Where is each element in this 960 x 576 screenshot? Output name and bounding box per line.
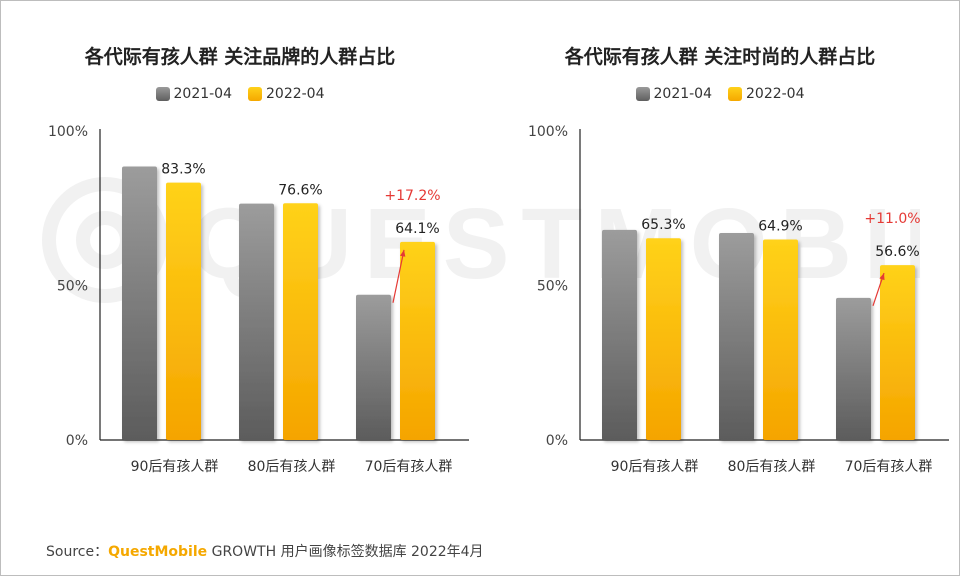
legend-item-2022: 2022-04 <box>248 86 325 102</box>
change-arrow <box>392 249 405 303</box>
legend-swatch-2021 <box>635 87 650 101</box>
brand-attention-chart: 各代际有孩人群 关注品牌的人群占比 2021-04 2022-04 100% 50… <box>0 0 480 520</box>
y-tick-label: 50% <box>57 279 88 295</box>
data-label: 56.6% <box>875 244 919 260</box>
y-tick-label: 0% <box>66 433 88 449</box>
source-brand: QuestMobile <box>108 544 208 560</box>
chart-legend: 2021-04 2022-04 <box>480 86 960 102</box>
plot-area: 100% 50% 0% 65.3% 90后有孩人群 64.9% 80后有孩人群 56.6% 70… <box>528 124 949 475</box>
legend-item-2021: 2021-04 <box>635 86 713 102</box>
source-text: GROWTH 用户画像标签数据库 2022年4月 <box>207 544 484 560</box>
chart-title: 各代际有孩人群 关注时尚的人群占比 <box>564 46 876 68</box>
legend-label-2022: 2022-04 <box>266 86 325 102</box>
legend-item-2022: 2022-04 <box>728 86 805 102</box>
change-arrowhead <box>879 273 885 281</box>
change-arrowhead <box>400 249 406 257</box>
bar-2022 <box>880 265 915 440</box>
bar-2021 <box>719 232 754 440</box>
y-tick-label: 100% <box>48 124 88 140</box>
change-annotation: +17.2% <box>384 188 440 204</box>
bar-2021 <box>602 229 637 440</box>
legend-swatch-2022 <box>248 87 262 101</box>
bar-2022 <box>166 182 201 440</box>
chart-legend: 2021-04 2022-04 <box>0 86 480 102</box>
data-label: 65.3% <box>641 217 685 233</box>
bar-2022 <box>400 241 435 440</box>
data-label: 76.6% <box>278 182 322 198</box>
source-note: Source：QuestMobile GROWTH 用户画像标签数据库 2022… <box>46 541 484 561</box>
x-tick-label: 80后有孩人群 <box>248 459 336 475</box>
x-tick-label: 70后有孩人群 <box>845 459 933 475</box>
x-tick-label: 90后有孩人群 <box>131 459 219 475</box>
data-label: 64.1% <box>395 221 439 237</box>
legend-label-2021: 2021-04 <box>173 86 233 102</box>
y-tick-label: 0% <box>546 433 568 449</box>
bar-2021 <box>239 203 274 440</box>
x-tick-label: 90后有孩人群 <box>611 459 699 475</box>
fashion-attention-chart: 各代际有孩人群 关注时尚的人群占比 2021-04 2022-04 100% 50… <box>480 0 960 520</box>
legend-swatch-2022 <box>728 87 742 101</box>
bar-2022 <box>646 238 681 440</box>
y-tick-label: 100% <box>528 124 568 140</box>
bar-2022 <box>763 239 798 440</box>
change-annotation: +11.0% <box>864 211 920 227</box>
y-tick-label: 50% <box>537 279 568 295</box>
legend-item-2021: 2021-04 <box>155 86 233 102</box>
data-label: 64.9% <box>758 218 802 234</box>
bar-2021 <box>356 294 391 440</box>
bar-2021 <box>122 166 157 440</box>
x-tick-label: 80后有孩人群 <box>728 459 816 475</box>
chart-title: 各代际有孩人群 关注品牌的人群占比 <box>84 46 396 68</box>
data-label: 83.3% <box>161 162 205 178</box>
x-tick-label: 70后有孩人群 <box>365 459 453 475</box>
legend-swatch-2021 <box>155 87 170 101</box>
bar-2021 <box>836 297 871 440</box>
plot-area: 100% 50% 0% 83.3% 90后有孩人群 76.6% 80后有孩人群 64.1% 70… <box>48 124 469 475</box>
legend-label-2021: 2021-04 <box>653 86 713 102</box>
bar-2022 <box>283 203 318 440</box>
source-prefix: Source： <box>46 544 109 560</box>
legend-label-2022: 2022-04 <box>746 86 805 102</box>
